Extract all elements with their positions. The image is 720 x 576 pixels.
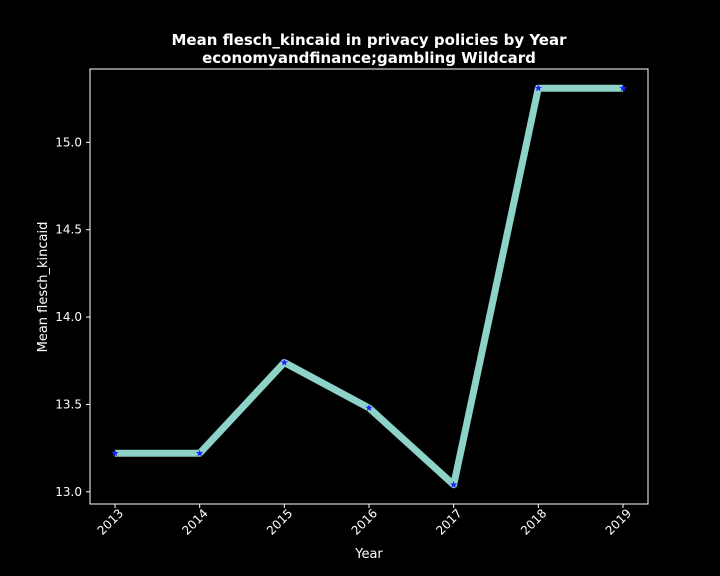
x-tick-label: 2017 (433, 506, 464, 537)
x-tick-label: 2015 (264, 506, 295, 537)
y-tick-label: 15.0 (55, 135, 82, 149)
chart-title-line2: economyandfinance;gambling Wildcard (202, 49, 536, 67)
x-axis: 2013 2014 2015 2016 2017 2018 2019 (95, 504, 634, 538)
y-tick-label: 13.0 (55, 485, 82, 499)
x-tick-label: 2014 (179, 506, 210, 537)
y-tick-label: 14.0 (55, 310, 82, 324)
data-point-2016 (365, 404, 373, 411)
data-point-2018 (534, 84, 542, 92)
x-tick-label: 2019 (603, 506, 634, 537)
y-tick-label: 14.5 (55, 223, 82, 237)
x-tick-label: 2018 (518, 506, 549, 537)
series-markers (111, 84, 627, 488)
y-axis-label: Mean flesch_kincaid (36, 222, 51, 353)
y-tick-label: 13.5 (55, 397, 82, 411)
data-point-2014 (196, 449, 204, 457)
x-tick-label: 2013 (95, 506, 126, 537)
series-line (115, 84, 623, 489)
data-point-2017 (450, 480, 458, 488)
data-point-2013 (111, 449, 119, 457)
x-axis-label: Year (354, 547, 383, 562)
y-axis: 13.0 13.5 14.0 14.5 15.0 (55, 135, 90, 499)
data-point-2015 (280, 358, 288, 366)
chart-title-line1: Mean flesch_kincaid in privacy policies … (171, 31, 567, 49)
plot-area-frame (89, 68, 649, 505)
x-tick-label: 2016 (349, 506, 380, 537)
data-point-2019 (619, 84, 627, 92)
